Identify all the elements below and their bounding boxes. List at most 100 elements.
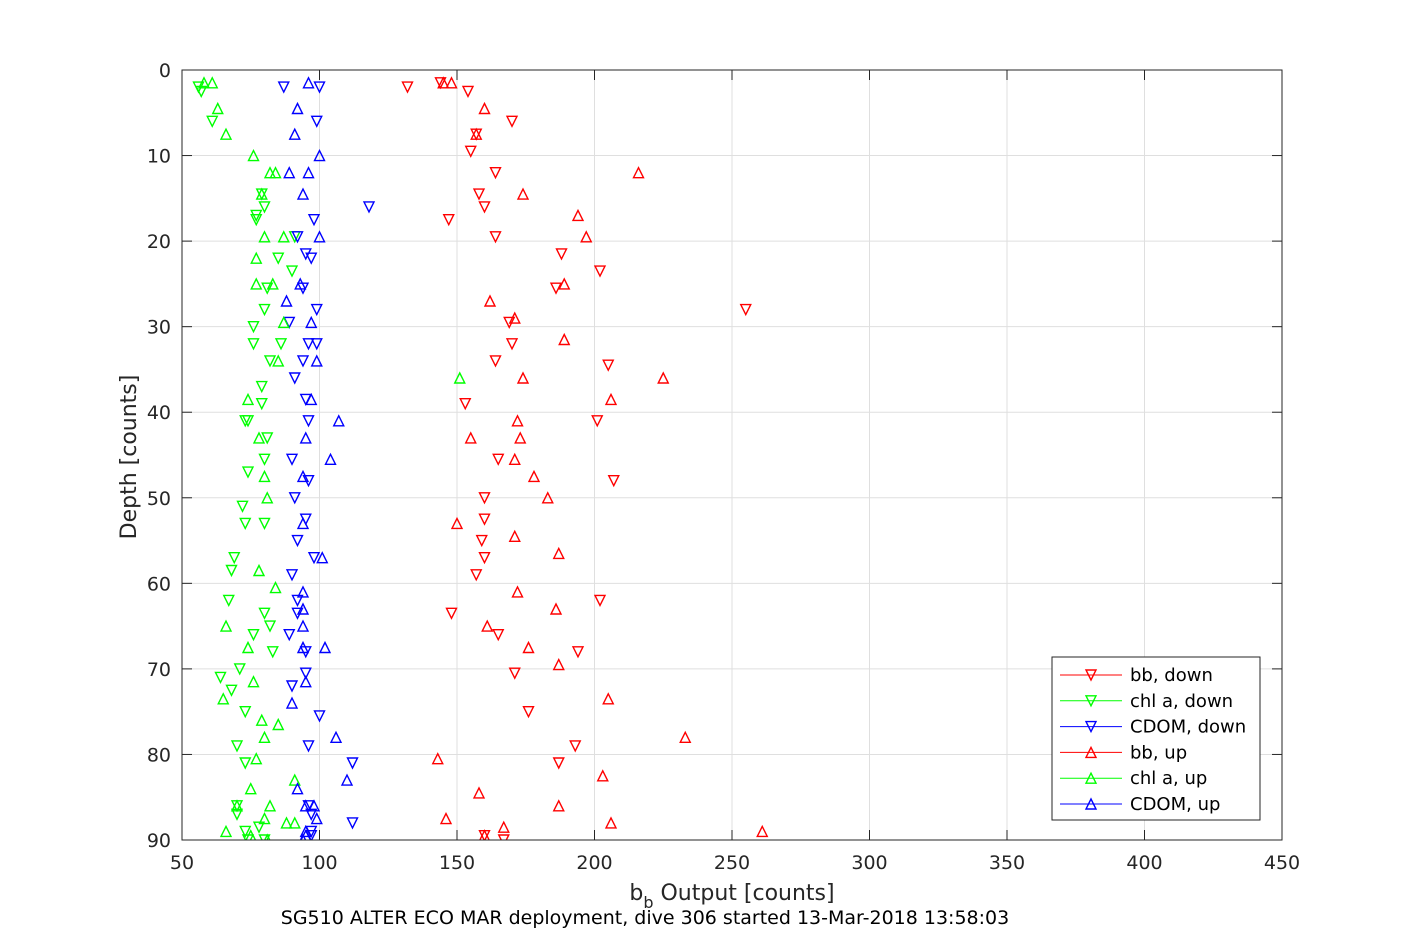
data-point (258, 453, 271, 466)
data-point (239, 757, 252, 770)
data-point (263, 355, 277, 368)
data-point (329, 730, 343, 744)
data-point (225, 564, 238, 578)
data-point (258, 469, 271, 483)
data-point (214, 671, 227, 685)
data-point (313, 230, 326, 243)
legend-marker (1084, 797, 1098, 810)
y-tick-label: 60 (147, 573, 171, 595)
data-point (291, 534, 304, 548)
data-point (332, 414, 345, 427)
data-point (296, 640, 310, 654)
data-point (230, 808, 244, 821)
data-point (299, 824, 312, 838)
data-point (310, 115, 323, 128)
data-point (230, 799, 244, 812)
legend-entry-label: chl a, down (1130, 691, 1233, 712)
y-tick-label: 20 (147, 231, 171, 253)
data-point (197, 76, 211, 89)
y-tick-label: 40 (147, 402, 171, 424)
data-point (217, 692, 230, 705)
data-point (492, 453, 505, 466)
data-point (464, 431, 477, 444)
y-tick-labels: 0 10 20 30 40 50 60 70 80 90 (147, 60, 171, 852)
data-point (316, 551, 329, 564)
data-point (247, 148, 260, 162)
series-5 (280, 76, 354, 840)
y-tick-label: 50 (147, 488, 171, 510)
data-point (211, 101, 224, 115)
data-point (291, 231, 304, 244)
data-point (255, 713, 268, 726)
data-point (522, 705, 535, 719)
data-point (247, 320, 260, 334)
x-axis-label: bb Output [counts] (629, 881, 834, 912)
figure-caption: SG510 ALTER ECO MAR deployment, dive 306… (281, 907, 1009, 929)
data-point (313, 710, 326, 723)
data-point (244, 782, 257, 795)
data-point (318, 640, 332, 654)
x-tick-labels: 50 100 150 200 250 300 350 400 450 (170, 852, 1300, 874)
data-point (362, 201, 376, 214)
data-point (219, 127, 233, 140)
data-point (571, 208, 585, 222)
data-point (225, 684, 238, 697)
data-point (604, 816, 618, 829)
data-point (296, 469, 310, 483)
y-tick-label: 30 (147, 317, 171, 339)
data-point (478, 201, 491, 214)
data-point (481, 619, 494, 632)
data-point (461, 85, 475, 98)
data-point (305, 252, 318, 265)
data-point (310, 354, 323, 367)
data-point (250, 251, 263, 264)
data-point (258, 517, 271, 531)
data-point (195, 85, 208, 98)
data-point (258, 730, 271, 744)
data-point (552, 799, 565, 812)
data-point (255, 380, 268, 394)
y-tick-label: 90 (147, 830, 171, 852)
data-point (313, 148, 326, 162)
legend: bb, down chl a, down CDOM, down bb, up chl a… (1051, 656, 1261, 821)
x-tick-label: 150 (439, 852, 475, 874)
data-point (470, 127, 483, 140)
data-point (296, 187, 310, 200)
data-point (657, 371, 670, 384)
data-point (489, 166, 502, 180)
data-point (478, 513, 491, 526)
data-point (478, 101, 491, 115)
data-point (596, 769, 609, 782)
data-point (258, 607, 271, 620)
data-point (497, 820, 510, 833)
data-point (280, 294, 293, 307)
data-point (305, 392, 318, 406)
data-point (258, 812, 271, 825)
data-point (602, 692, 615, 705)
data-point (431, 752, 444, 765)
data-point (296, 355, 310, 368)
x-tick-label: 450 (1264, 852, 1300, 874)
data-point (310, 338, 323, 351)
data-point (296, 516, 310, 530)
data-point (450, 516, 464, 530)
series-1 (192, 81, 301, 840)
data-point (479, 829, 490, 840)
data-point (266, 277, 279, 290)
data-point (453, 371, 466, 384)
data-point (277, 81, 290, 94)
data-point (522, 640, 535, 654)
data-point (258, 303, 271, 317)
data-point (255, 397, 268, 411)
data-point (549, 282, 563, 295)
data-point (277, 230, 290, 243)
data-point (571, 646, 585, 659)
data-point (558, 332, 571, 346)
legend-marker (1084, 745, 1098, 759)
axis-ticks (181, 69, 1283, 841)
data-point (558, 277, 571, 290)
data-point (302, 474, 315, 488)
data-point (280, 816, 293, 829)
data-point (607, 474, 620, 488)
data-point (285, 696, 299, 709)
